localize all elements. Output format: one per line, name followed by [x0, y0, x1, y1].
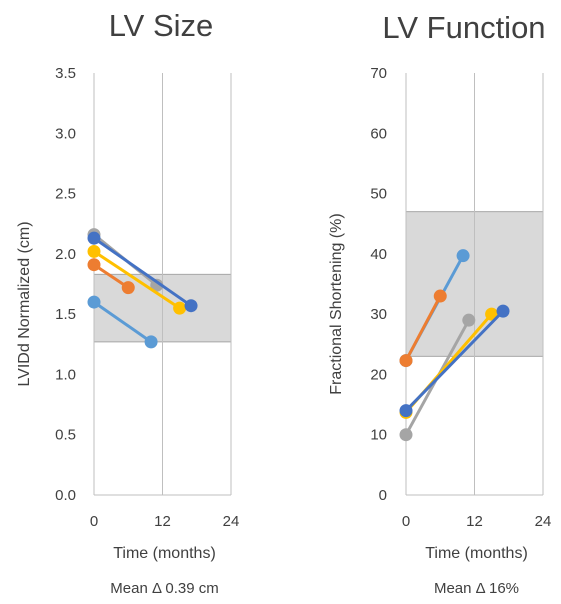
data-point-s3-2 [462, 313, 476, 327]
series-line-2 [404, 294, 442, 363]
x-tick-label: 24 [223, 513, 240, 530]
data-point-s2-2 [121, 281, 135, 295]
data-point-s3-1 [399, 428, 413, 442]
y-tick-label: 60 [370, 125, 387, 142]
series-line-4 [92, 249, 182, 310]
chart-title: LV Size [109, 8, 214, 43]
mean-change-note: Mean Δ 0.39 cm [110, 580, 218, 597]
series-line-1 [92, 300, 153, 344]
y-tick-label: 0 [379, 487, 387, 504]
series-line-5 [404, 309, 505, 413]
y-tick-label: 0.0 [55, 487, 76, 504]
data-point-s1-2 [456, 249, 470, 263]
data-point-s2-1 [87, 258, 101, 272]
y-tick-label: 20 [370, 366, 387, 383]
data-point-s5-1 [87, 231, 101, 245]
data-point-s5-2 [496, 304, 510, 318]
chart-title: LV Function [382, 10, 545, 45]
data-point-s2-2 [433, 289, 447, 303]
x-axis-label: Time (months) [425, 545, 528, 562]
y-tick-label: 40 [370, 246, 387, 263]
y-tick-label: 1.0 [55, 366, 76, 383]
y-tick-label: 3.0 [55, 125, 76, 142]
data-point-s5-1 [399, 404, 413, 418]
data-point-s5-2 [184, 299, 198, 313]
data-point-s1-2 [144, 335, 158, 349]
y-tick-label: 30 [370, 306, 387, 323]
data-point-s4-2 [173, 301, 187, 315]
series-line-2 [92, 263, 130, 290]
y-tick-label: 2.5 [55, 186, 76, 203]
x-axis-label: Time (months) [113, 545, 216, 562]
chart-1: LV Size 0.0 0.5 1.0 1.5 2.0 2.5 3.0 3.5 0 12 24 Time… [16, 8, 239, 597]
x-tick-label: 24 [535, 513, 552, 530]
x-tick-label: 0 [402, 513, 410, 530]
chart-2: LV Function 0 10 20 30 40 50 60 70 0 12 24 Time (mon… [328, 10, 551, 597]
x-tick-label: 0 [90, 513, 98, 530]
y-tick-label: 50 [370, 186, 387, 203]
y-tick-label: 1.5 [55, 306, 76, 323]
data-point-s4-1 [87, 244, 101, 258]
data-point-s1-1 [87, 295, 101, 309]
y-tick-label: 2.0 [55, 246, 76, 263]
x-tick-label: 12 [466, 513, 483, 530]
data-point-s2-1 [399, 354, 413, 368]
y-tick-label: 70 [370, 65, 387, 82]
y-axis-label: LVIDd Normalized (cm) [16, 221, 33, 386]
mean-change-note: Mean Δ 16% [434, 580, 519, 597]
y-tick-label: 3.5 [55, 65, 76, 82]
series-line-5 [92, 236, 193, 308]
data-point-s3-2 [150, 278, 164, 292]
y-axis-label: Fractional Shortening (%) [328, 213, 345, 394]
y-tick-label: 10 [370, 427, 387, 444]
y-tick-label: 0.5 [55, 427, 76, 444]
x-tick-label: 12 [154, 513, 171, 530]
